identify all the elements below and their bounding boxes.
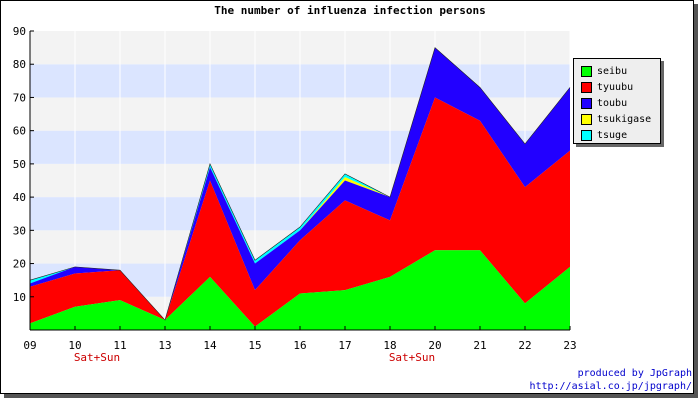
legend-item-tsukigase: tsukigase bbox=[581, 113, 651, 125]
x-tick-label: 21 bbox=[473, 339, 486, 352]
credits: produced by JpGraph http://asial.co.jp/j… bbox=[529, 367, 692, 393]
legend-swatch bbox=[581, 113, 592, 125]
x-tick-label: 23 bbox=[563, 339, 576, 352]
y-tick-label: 20 bbox=[13, 258, 26, 271]
y-tick-label: 80 bbox=[13, 58, 26, 71]
y-tick-label: 40 bbox=[13, 191, 26, 204]
credit-url[interactable]: http://asial.co.jp/jpgraph/ bbox=[529, 381, 692, 392]
x-tick-label: 18 bbox=[383, 339, 396, 352]
total-outline bbox=[29, 47, 571, 321]
y-tick-label: 50 bbox=[13, 158, 26, 171]
legend-label: tsukigase bbox=[597, 113, 652, 125]
x-tick-label: 10 bbox=[68, 339, 81, 352]
x-tick-label: 15 bbox=[248, 339, 261, 352]
x-tick-label: 11 bbox=[113, 339, 126, 352]
legend-item-toubu: toubu bbox=[581, 97, 627, 109]
area-tyuubu bbox=[30, 97, 570, 327]
credit-produced-by: produced by JpGraph bbox=[577, 368, 692, 379]
x-tick-label: 13 bbox=[158, 339, 171, 352]
chart-title: The number of influenza infection person… bbox=[214, 4, 486, 17]
weekend-label: Sat+Sun bbox=[74, 351, 120, 364]
y-tick-label: 60 bbox=[13, 125, 26, 138]
y-tick-label: 30 bbox=[13, 224, 26, 237]
x-tick-label: 09 bbox=[23, 339, 36, 352]
x-tick-label: 14 bbox=[203, 339, 217, 352]
x-tick-label: 22 bbox=[518, 339, 531, 352]
legend-item-tsuge: tsuge bbox=[581, 129, 627, 141]
legend: seibu tyuubu toubu tsukigase tsuge bbox=[573, 58, 661, 144]
legend-label: seibu bbox=[597, 65, 628, 77]
legend-swatch bbox=[581, 129, 592, 141]
weekend-label: Sat+Sun bbox=[389, 351, 435, 364]
y-tick-label: 90 bbox=[13, 25, 26, 38]
legend-label: toubu bbox=[597, 97, 628, 109]
y-tick-label: 70 bbox=[13, 91, 26, 104]
legend-label: tyuubu bbox=[597, 81, 634, 93]
x-tick-label: 17 bbox=[338, 339, 351, 352]
legend-swatch bbox=[581, 97, 592, 109]
y-tick-label: 10 bbox=[13, 291, 26, 304]
legend-label: tsuge bbox=[597, 129, 628, 141]
x-tick-label: 20 bbox=[428, 339, 441, 352]
x-tick-label: 16 bbox=[293, 339, 306, 352]
legend-item-seibu: seibu bbox=[581, 65, 627, 77]
legend-swatch bbox=[581, 65, 592, 77]
area-seibu bbox=[30, 250, 570, 330]
legend-swatch bbox=[581, 81, 592, 93]
legend-item-tyuubu: tyuubu bbox=[581, 81, 633, 93]
